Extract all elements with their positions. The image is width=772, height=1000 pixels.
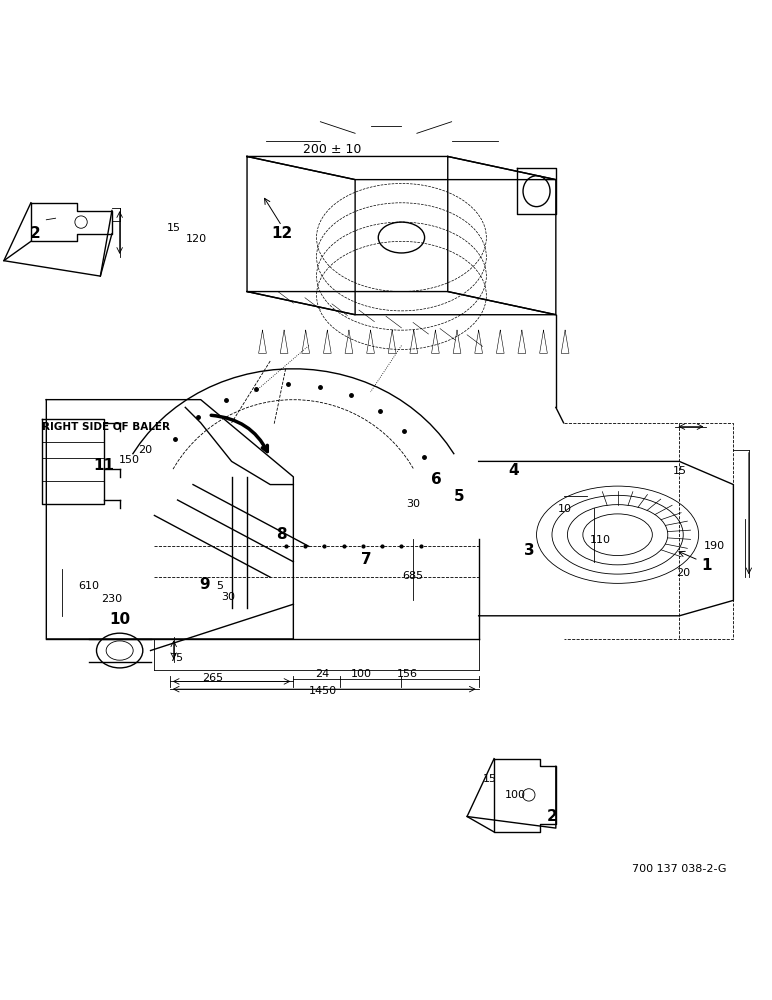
Text: 9: 9 [199,577,210,592]
Text: 2: 2 [29,226,40,241]
Text: 1: 1 [701,558,712,573]
Text: 120: 120 [186,234,208,244]
Text: 11: 11 [93,458,115,473]
Text: 230: 230 [101,594,123,604]
Text: 1450: 1450 [309,686,337,696]
Text: 110: 110 [590,535,611,545]
Text: 10: 10 [109,612,130,627]
Text: 75: 75 [169,653,183,663]
Text: 5: 5 [454,489,465,504]
Text: 3: 3 [523,543,534,558]
Text: 20: 20 [676,568,690,578]
Text: 200 ± 10: 200 ± 10 [303,143,361,156]
Text: 5: 5 [216,581,224,591]
Text: 190: 190 [703,541,725,551]
Text: 4: 4 [508,463,519,478]
Text: 150: 150 [119,455,141,465]
Text: 8: 8 [276,527,287,542]
Text: 6: 6 [431,472,442,487]
Text: 100: 100 [505,790,527,800]
Text: 7: 7 [361,552,372,567]
Text: 610: 610 [78,581,100,591]
Text: 12: 12 [271,226,293,241]
Text: 30: 30 [221,591,235,601]
Text: 100: 100 [350,669,372,679]
Text: 20: 20 [138,445,152,455]
Text: 15: 15 [483,774,497,784]
Text: RIGHT SIDE OF BALER: RIGHT SIDE OF BALER [42,422,171,432]
Text: 30: 30 [406,499,420,509]
Text: 156: 156 [397,669,418,679]
Text: 265: 265 [201,673,223,683]
Text: 15: 15 [672,466,686,476]
Text: 10: 10 [558,504,572,514]
Text: 685: 685 [402,571,424,581]
Text: 2: 2 [547,809,557,824]
Text: 700 137 038-2-G: 700 137 038-2-G [632,864,726,874]
Text: 15: 15 [167,223,181,233]
Text: 24: 24 [316,669,330,679]
